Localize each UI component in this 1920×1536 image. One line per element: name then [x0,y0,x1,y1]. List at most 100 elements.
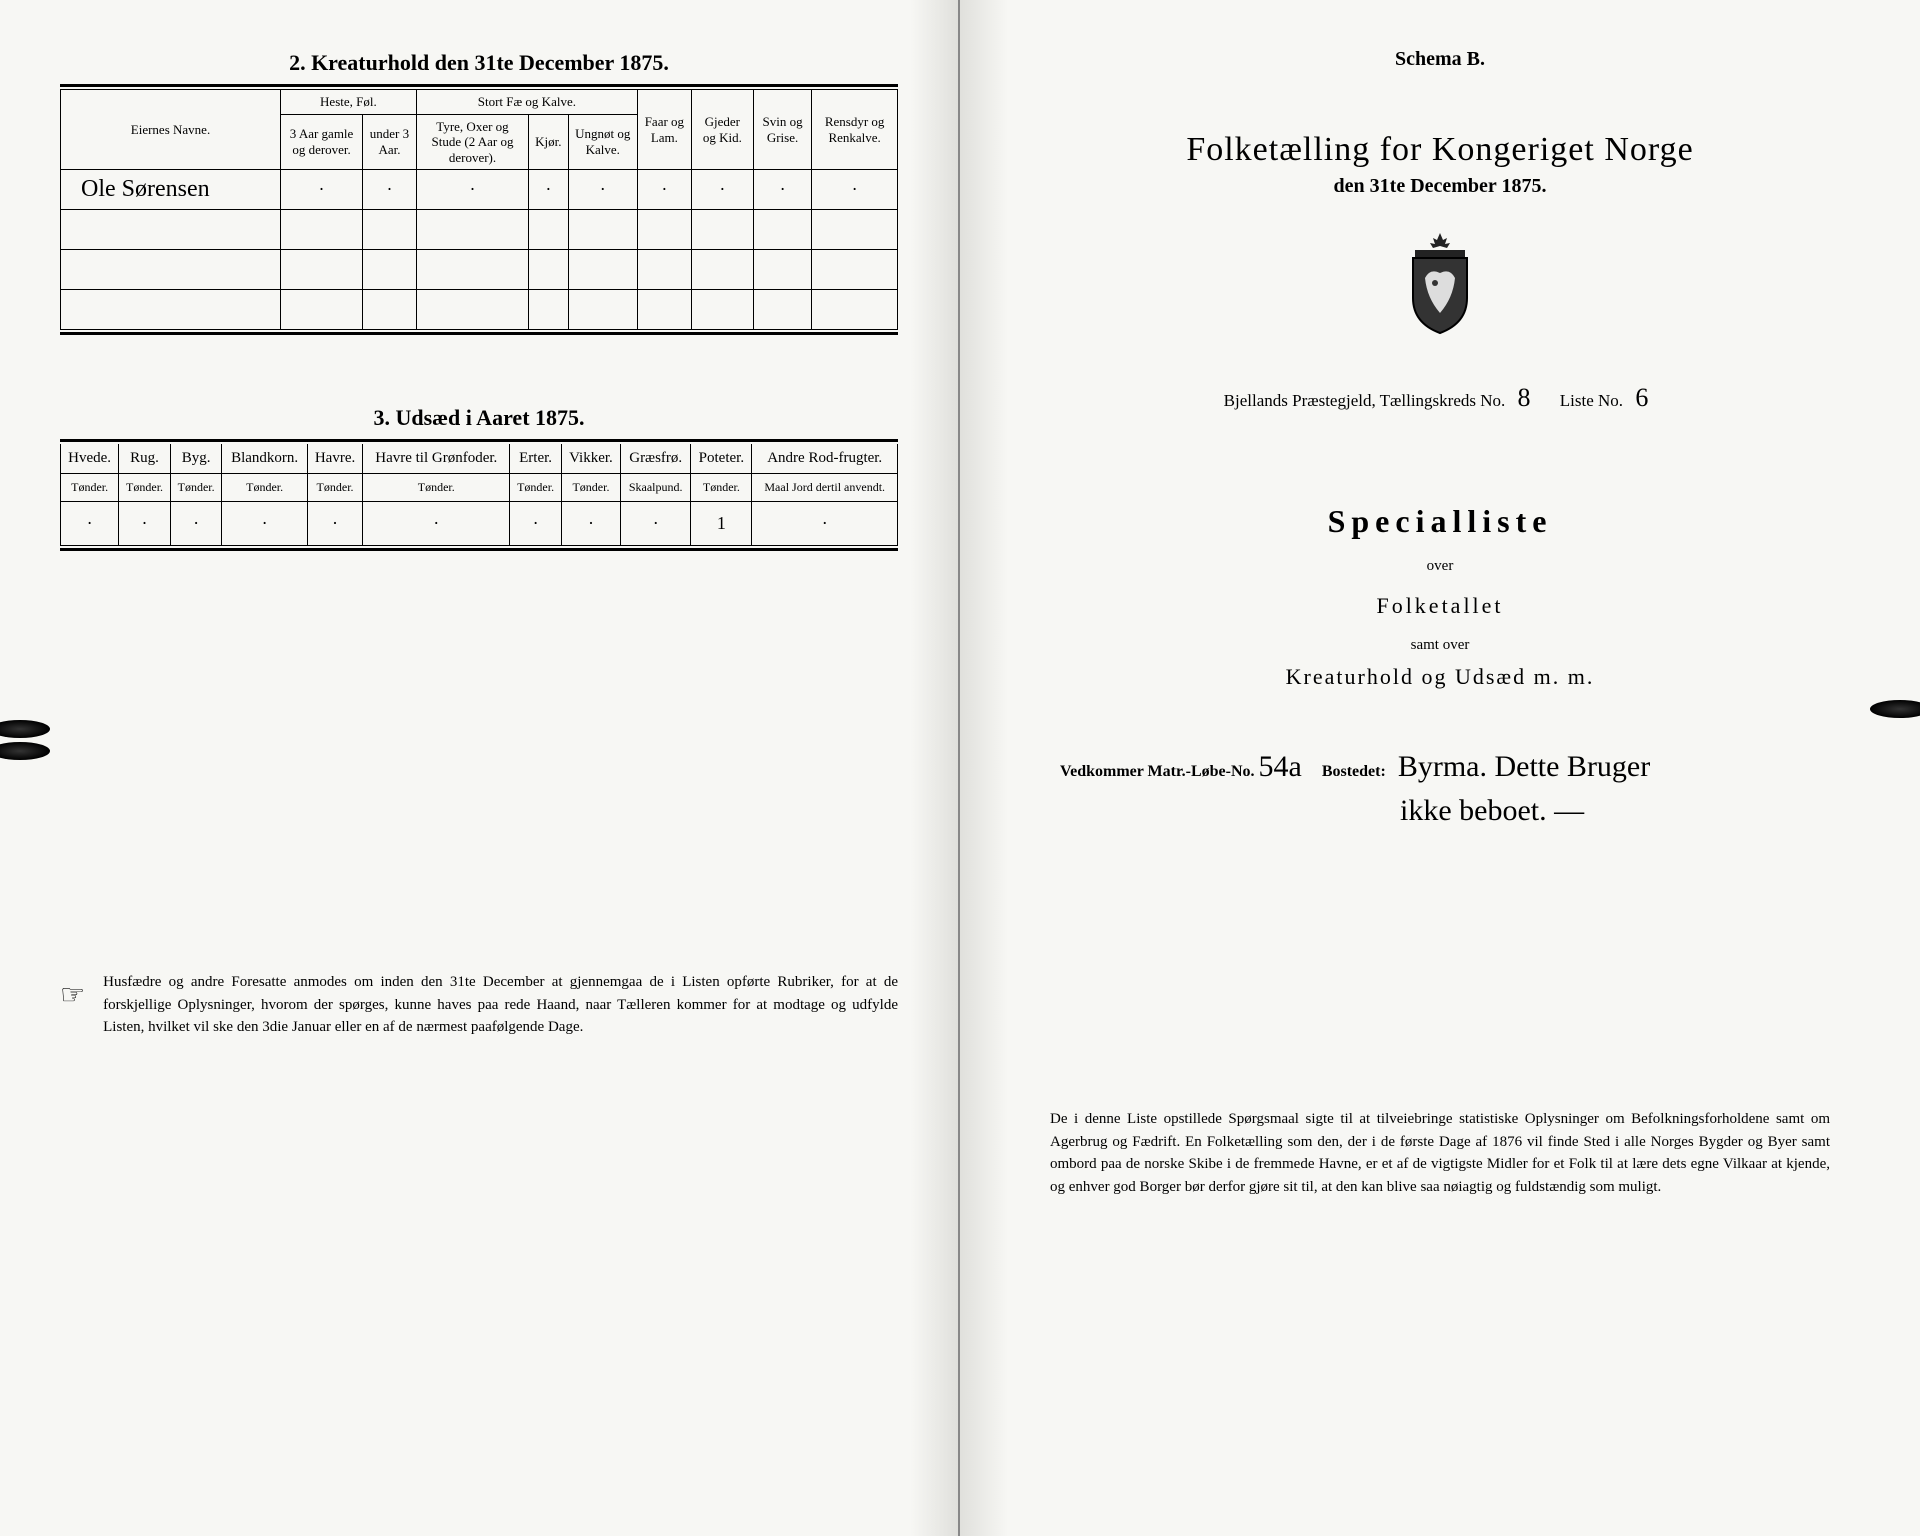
right-page: Schema B. Folketælling for Kongeriget No… [960,0,1920,1536]
cell: · [170,502,222,546]
binder-clip-icon [1870,700,1920,718]
rule [60,84,898,87]
unit: Tønder. [363,474,510,502]
book-spread: 2. Kreaturhold den 31te December 1875. E… [0,0,1920,1536]
cell: · [753,170,811,210]
cell: · [119,502,171,546]
over-label: over [1020,558,1860,575]
unit: Tønder. [691,474,752,502]
cell: · [510,502,562,546]
rule [60,332,898,335]
col: Andre Rod-frugter. [752,444,898,474]
cell: · [363,502,510,546]
col: Blandkorn. [222,444,307,474]
cell: · [529,170,568,210]
bostedet-label: Bostedet: [1322,763,1386,780]
table-row: Tønder. Tønder. Tønder. Tønder. Tønder. … [61,474,898,502]
col: Rug. [119,444,171,474]
unit: Tønder. [119,474,171,502]
bostedet-value-2: ikke beboet. — [1400,794,1860,828]
col: Havre. [307,444,362,474]
col: Havre til Grønfoder. [363,444,510,474]
unit: Tønder. [222,474,307,502]
cell: · [812,170,898,210]
unit: Tønder. [510,474,562,502]
cell: · [568,170,637,210]
samt-label: samt over [1020,637,1860,654]
cell: 1 [691,502,752,546]
section-2-title: 2. Kreaturhold den 31te December 1875. [60,50,898,76]
section-3-title: 3. Udsæd i Aaret 1875. [60,405,898,431]
unit: Tønder. [307,474,362,502]
parish-number: 8 [1510,383,1539,412]
specialliste-title: Specialliste [1020,503,1860,540]
vedkommer-line: Vedkommer Matr.-Løbe-No. 54a Bostedet: B… [1060,750,1820,784]
col-s2: Kjør. [529,114,568,170]
table-row [61,250,898,290]
table-row [61,210,898,250]
col: Græsfrø. [621,444,691,474]
pointing-hand-icon: ☞ [60,971,85,1039]
cell: · [416,170,528,210]
unit: Tønder. [561,474,620,502]
cell: · [637,170,691,210]
col-group-horses: Heste, Føl. [281,90,417,115]
binder-clip-icon [0,720,50,738]
col-owner: Eiernes Navne. [61,90,281,170]
table-row: · · · · · · · · · 1 · [61,502,898,546]
vedk-label: Vedkommer Matr.-Løbe-No. [1060,763,1255,780]
col-s1: Tyre, Oxer og Stude (2 Aar og derover). [416,114,528,170]
cell: · [561,502,620,546]
rule [60,548,898,551]
col: Erter. [510,444,562,474]
unit: Tønder. [61,474,119,502]
schema-label: Schema B. [1020,48,1860,71]
parish-label: Bjellands Præstegjeld, Tællingskreds No. [1224,391,1506,410]
coat-of-arms-icon [1020,228,1860,343]
rule [60,439,898,442]
col-h2: under 3 Aar. [363,114,417,170]
subtitle: den 31te December 1875. [1020,175,1860,198]
bottom-paragraph: De i denne Liste opstillede Spørgsmaal s… [1050,1108,1830,1198]
col-sheep: Faar og Lam. [637,90,691,170]
cell: · [691,170,753,210]
footer-note: ☞ Husfædre og andre Foresatte anmodes om… [60,971,898,1039]
matr-number: 54a [1259,750,1302,783]
folketallet-label: Folketallet [1020,593,1860,619]
main-title: Folketælling for Kongeriget Norge [1020,131,1860,169]
col: Hvede. [61,444,119,474]
cell: · [307,502,362,546]
unit: Tønder. [170,474,222,502]
col: Byg. [170,444,222,474]
cell: · [281,170,363,210]
cell: · [61,502,119,546]
seed-table: Hvede. Rug. Byg. Blandkorn. Havre. Havre… [60,444,898,546]
liste-label: Liste No. [1560,391,1623,410]
parish-line: Bjellands Præstegjeld, Tællingskreds No.… [1020,383,1860,413]
table-row: Hvede. Rug. Byg. Blandkorn. Havre. Havre… [61,444,898,474]
cell: · [752,502,898,546]
col-s3: Ungnøt og Kalve. [568,114,637,170]
footer-text: Husfædre og andre Foresatte anmodes om i… [103,971,898,1039]
col-h1: 3 Aar gamle og derover. [281,114,363,170]
col-group-cattle: Stort Fæ og Kalve. [416,90,637,115]
owner-name: Ole Sørensen [61,170,281,210]
table-row [61,290,898,330]
livestock-table: Eiernes Navne. Heste, Føl. Stort Fæ og K… [60,89,898,330]
col-reindeer: Rensdyr og Renkalve. [812,90,898,170]
table-row: Ole Sørensen · · · · · · · · · [61,170,898,210]
liste-number: 6 [1627,383,1656,412]
col-goats: Gjeder og Kid. [691,90,753,170]
left-page: 2. Kreaturhold den 31te December 1875. E… [0,0,960,1536]
bostedet-value: Byrma. Dette Bruger [1398,750,1650,783]
unit: Skaalpund. [621,474,691,502]
kreatur-label: Kreaturhold og Udsæd m. m. [1020,664,1860,690]
col: Poteter. [691,444,752,474]
cell: · [222,502,307,546]
col: Vikker. [561,444,620,474]
col-pigs: Svin og Grise. [753,90,811,170]
unit: Maal Jord dertil anvendt. [752,474,898,502]
binder-clip-icon [0,742,50,760]
cell: · [363,170,417,210]
cell: · [621,502,691,546]
